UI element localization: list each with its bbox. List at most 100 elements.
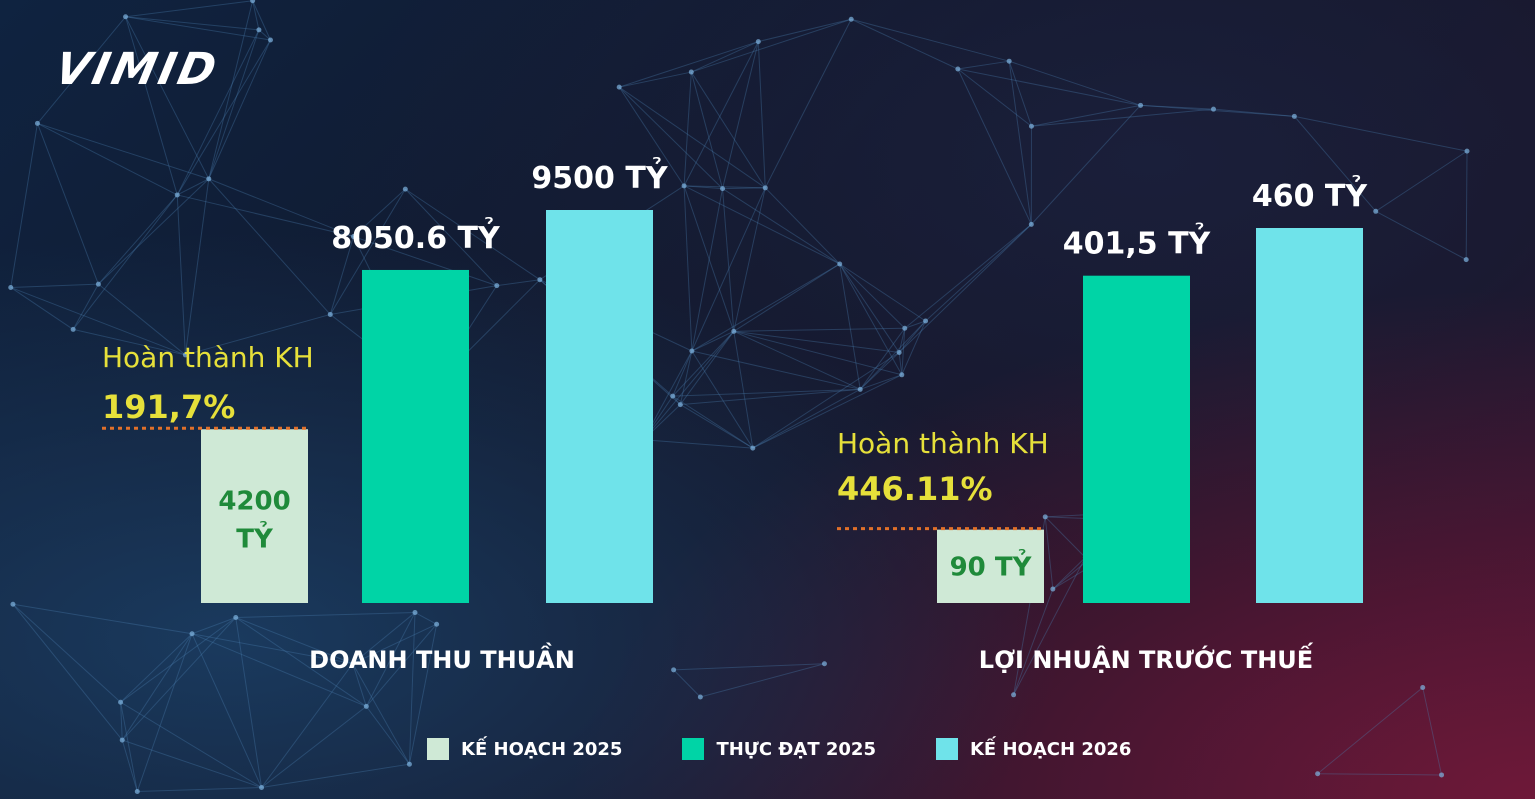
network-line (252, 0, 271, 41)
network-line (839, 263, 900, 353)
network-line (177, 194, 354, 238)
network-line (851, 18, 959, 70)
network-line (957, 68, 1032, 225)
network-node (189, 631, 195, 637)
network-node (731, 328, 737, 334)
network-line (184, 178, 210, 356)
network-line (1044, 516, 1086, 558)
chart-group-revenue: 4200 TỶ 8050.6 TỶ 9500 TỶ Hoàn thành KH 191,7… (102, 157, 669, 674)
legend-item-plan-2025: KẾ HOẠCH 2025 (427, 738, 622, 760)
network-node (616, 84, 622, 90)
network-line (673, 669, 701, 698)
network-line (1013, 557, 1086, 696)
network-line (37, 16, 126, 124)
network-line (12, 603, 193, 635)
network-line (120, 702, 123, 741)
network-line (898, 352, 903, 375)
legend-label-actual-2025: THỰC ĐẠT 2025 (716, 738, 876, 760)
network-line (496, 279, 540, 287)
network-line (618, 86, 723, 189)
network-node (10, 601, 16, 607)
network-line (851, 18, 1010, 62)
network-line (684, 185, 766, 189)
network-line (37, 122, 178, 196)
network-node (119, 737, 125, 743)
network-node (134, 788, 140, 794)
network-node (1315, 771, 1321, 777)
bar-plan-2026 (1256, 228, 1363, 603)
network-node (848, 16, 854, 22)
network-line (859, 352, 900, 390)
network-line (235, 612, 416, 618)
network-line (860, 374, 902, 390)
network-line (1140, 104, 1295, 117)
annotation-value: 191,7% (102, 388, 235, 426)
network-line (925, 224, 1032, 322)
network-node (671, 667, 677, 673)
network-node (406, 761, 412, 767)
network-line (414, 612, 437, 625)
network-line (683, 185, 693, 352)
bar-label-actual-2025: 401,5 TỶ (1063, 223, 1212, 262)
network-line (98, 194, 178, 285)
network-node (720, 186, 726, 192)
network-line (733, 330, 861, 390)
network-line (185, 313, 331, 356)
network-node (677, 402, 683, 408)
network-node (494, 283, 500, 289)
network-line (261, 706, 367, 788)
network-line (680, 404, 754, 449)
network-line (683, 185, 735, 332)
network-line (1008, 61, 1032, 225)
network-line (352, 663, 367, 707)
annotation-text: Hoàn thành KH (102, 341, 314, 374)
network-line (125, 16, 178, 196)
network-line (36, 123, 99, 285)
network-line (679, 331, 735, 405)
network-line (12, 603, 123, 741)
network-line (691, 18, 852, 73)
network-node (681, 183, 687, 189)
category-label: LỢI NHUẬN TRƯỚC THUẾ (979, 641, 1314, 674)
bar-label-actual-2025: 8050.6 TỶ (331, 217, 501, 256)
network-line (208, 178, 354, 238)
network-node (1210, 106, 1216, 112)
network-line (672, 350, 693, 397)
network-line (120, 701, 262, 788)
network-node (689, 348, 695, 354)
legend-item-actual-2025: THỰC ĐẠT 2025 (682, 738, 876, 760)
network-line (1465, 151, 1468, 260)
network-line (691, 187, 766, 352)
network-line (1013, 588, 1054, 695)
network-line (733, 330, 900, 353)
network-line (1317, 773, 1442, 776)
network-line (352, 612, 416, 664)
network-line (764, 187, 841, 265)
network-node (821, 661, 827, 667)
network-line (722, 188, 735, 332)
network-line (10, 287, 74, 330)
network-line (208, 178, 331, 315)
network-line (120, 702, 138, 792)
network-line (98, 178, 210, 285)
network-line (757, 41, 766, 188)
network-node (412, 610, 418, 616)
network-line (722, 41, 759, 189)
network-line (904, 223, 1032, 329)
bar-label-plan-2026: 460 TỶ (1252, 175, 1369, 214)
network-line (901, 320, 927, 375)
network-node (174, 192, 180, 198)
network-line (176, 29, 260, 196)
network-node (1042, 514, 1048, 520)
network-node (537, 277, 543, 283)
network-line (329, 236, 355, 315)
network-line (72, 283, 99, 330)
network-line (121, 617, 237, 741)
network-node (697, 694, 703, 700)
network-line (691, 350, 861, 390)
network-node (250, 0, 256, 4)
network-line (329, 188, 406, 315)
bar-plan-2026 (546, 210, 653, 603)
network-line (684, 185, 723, 190)
network-line (752, 388, 861, 449)
